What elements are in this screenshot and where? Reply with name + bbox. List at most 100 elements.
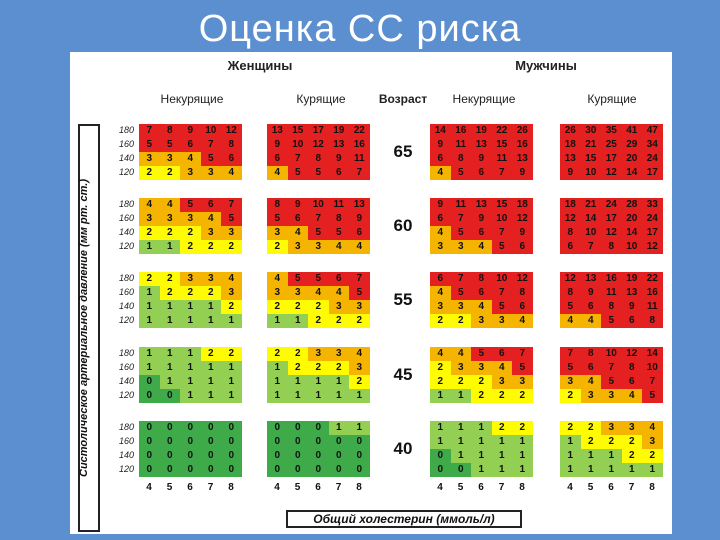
risk-cell: 13 [349,198,370,212]
risk-cell: 9 [560,166,581,180]
risk-cell: 9 [180,124,201,138]
risk-cell: 2 [642,449,663,463]
risk-cell: 4 [560,314,581,328]
risk-cell: 1 [200,300,221,314]
risk-cell: 15 [580,152,601,166]
risk-cell: 1 [328,389,349,403]
risk-cell: 4 [159,198,180,212]
risk-cell: 24 [642,212,663,226]
risk-cell: 1 [139,300,160,314]
risk-cell: 0 [308,449,329,463]
risk-cell: 1 [139,286,160,300]
risk-cell: 3 [450,300,471,314]
risk-cell: 0 [159,389,180,403]
risk-cell: 10 [601,347,622,361]
risk-cell: 12 [560,272,581,286]
risk-cell: 0 [308,463,329,477]
risk-cell: 14 [430,124,451,138]
risk-cell: 0 [450,463,471,477]
risk-cell: 10 [621,240,642,254]
risk-cell: 4 [430,166,451,180]
risk-cell: 0 [200,421,221,435]
bp-row-label: 140 [118,450,134,460]
risk-cell: 3 [491,375,512,389]
risk-cell: 14 [580,212,601,226]
risk-cell: 3 [200,226,221,240]
risk-cell: 1 [560,449,581,463]
risk-cell: 2 [287,300,308,314]
risk-cell: 33 [642,198,663,212]
risk-cell: 1 [512,435,533,449]
risk-cell: 1 [349,389,370,403]
risk-cell: 12 [308,138,329,152]
risk-cell: 10 [491,212,512,226]
risk-cell: 2 [308,300,329,314]
risk-cell: 7 [491,286,512,300]
risk-cell: 1 [139,361,160,375]
bp-row-label: 140 [118,153,134,163]
risk-cell: 8 [159,124,180,138]
risk-cell: 3 [267,226,288,240]
risk-cell: 4 [139,198,160,212]
risk-cell: 0 [430,449,451,463]
risk-cell: 6 [512,240,533,254]
risk-cell: 6 [491,347,512,361]
risk-cell: 35 [601,124,622,138]
risk-cell: 0 [267,463,288,477]
risk-cell: 3 [450,240,471,254]
risk-cell: 1 [580,449,601,463]
risk-cell: 8 [328,212,349,226]
risk-cell: 12 [512,212,533,226]
men-header: Мужчины [515,58,577,73]
risk-cell: 5 [450,226,471,240]
risk-cell: 1 [471,463,492,477]
risk-cell: 11 [349,152,370,166]
bp-row-label: 160 [118,213,134,223]
risk-cell: 0 [287,435,308,449]
risk-cell: 5 [267,212,288,226]
risk-cell: 5 [349,286,370,300]
risk-cell: 8 [560,286,581,300]
risk-cell: 3 [328,300,349,314]
risk-cell: 13 [471,198,492,212]
risk-cell: 6 [267,152,288,166]
risk-cell: 3 [308,347,329,361]
risk-cell: 1 [200,375,221,389]
risk-cell: 5 [180,198,201,212]
risk-cell: 7 [580,240,601,254]
risk-cell: 1 [221,375,242,389]
risk-cell: 21 [580,198,601,212]
risk-cell: 0 [267,449,288,463]
risk-cell: 12 [221,124,242,138]
risk-cell: 6 [471,286,492,300]
risk-cell: 18 [560,138,581,152]
risk-cell: 11 [328,198,349,212]
cholesterol-tick: 7 [628,482,635,493]
risk-cell: 0 [139,435,160,449]
risk-cell: 9 [267,138,288,152]
risk-cell: 10 [580,226,601,240]
risk-cell: 0 [159,463,180,477]
risk-cell: 3 [491,314,512,328]
risk-cell: 21 [580,138,601,152]
risk-cell: 4 [200,212,221,226]
risk-cell: 1 [180,361,201,375]
risk-cell: 6 [621,314,642,328]
risk-cell: 7 [512,347,533,361]
risk-cell: 4 [430,226,451,240]
risk-cell: 2 [601,435,622,449]
risk-cell: 6 [328,166,349,180]
risk-cell: 1 [180,375,201,389]
risk-cell: 1 [287,375,308,389]
risk-cell: 3 [471,361,492,375]
risk-cell: 2 [267,240,288,254]
risk-cell: 5 [159,138,180,152]
risk-cell: 3 [430,240,451,254]
risk-cell: 2 [159,226,180,240]
risk-cell: 6 [560,240,581,254]
risk-cell: 12 [512,272,533,286]
risk-cell: 28 [621,198,642,212]
risk-cell: 4 [621,389,642,403]
risk-cell: 0 [267,435,288,449]
risk-cell: 5 [287,272,308,286]
